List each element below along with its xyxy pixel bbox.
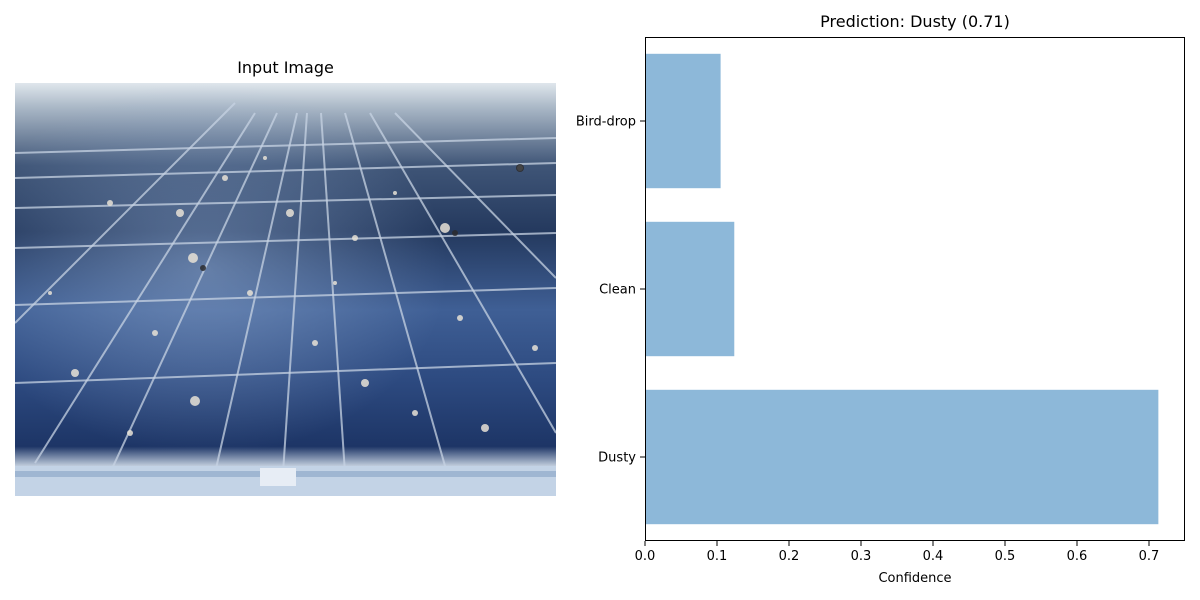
chart-title: Prediction: Dusty (0.71) bbox=[820, 12, 1010, 31]
x-tick-label: 0.1 bbox=[707, 549, 728, 564]
x-tick-label: 0.6 bbox=[1067, 549, 1088, 564]
x-tick-label: 0.5 bbox=[995, 549, 1016, 564]
input-image-solar-panel bbox=[15, 83, 556, 496]
x-tick-label: 0.0 bbox=[635, 549, 656, 564]
y-tick-label: Bird-drop bbox=[576, 115, 636, 130]
y-tick-label: Dusty bbox=[598, 451, 636, 466]
plot-frame bbox=[645, 37, 1185, 541]
x-tick-label: 0.3 bbox=[851, 549, 872, 564]
image-panel-title: Input Image bbox=[237, 58, 334, 77]
x-axis-label: Confidence bbox=[878, 571, 951, 586]
y-tick-label: Clean bbox=[599, 283, 636, 298]
x-tick-label: 0.2 bbox=[779, 549, 800, 564]
x-tick-label: 0.7 bbox=[1139, 549, 1160, 564]
bar-dusty bbox=[645, 389, 1159, 525]
x-tick-label: 0.4 bbox=[923, 549, 944, 564]
bar-bird-drop bbox=[645, 53, 721, 189]
bar-clean bbox=[645, 221, 735, 357]
